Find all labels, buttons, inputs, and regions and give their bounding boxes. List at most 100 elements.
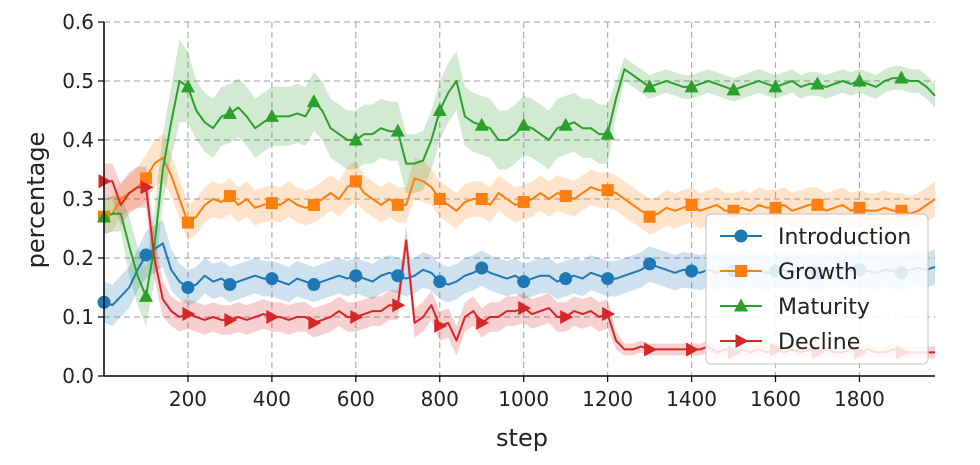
introduction-marker — [349, 269, 363, 283]
introduction-marker — [433, 275, 447, 289]
x-tick-label: 400 — [253, 387, 291, 411]
maturity-marker — [432, 103, 447, 116]
maturity-marker — [180, 79, 195, 93]
maturity-marker — [810, 76, 825, 90]
growth-marker — [811, 198, 824, 211]
maturity-marker — [642, 79, 657, 93]
maturity-marker — [222, 105, 237, 119]
introduction-marker — [559, 272, 573, 286]
y-tick-label: 0.4 — [62, 128, 94, 152]
introduction-marker — [139, 248, 153, 262]
axes — [98, 21, 935, 382]
growth-marker — [349, 175, 362, 188]
decline-marker — [518, 301, 532, 316]
introduction-band — [104, 219, 935, 326]
maturity-marker — [474, 117, 489, 131]
maturity-marker — [558, 117, 573, 131]
legend: Introduction Growth Maturity Decline — [705, 213, 929, 365]
growth-marker — [643, 210, 656, 223]
maturity-marker — [264, 108, 279, 122]
legend-marker-decline — [735, 334, 749, 348]
x-tick-label: 200 — [169, 387, 207, 411]
growth-marker — [853, 201, 866, 214]
maturity-marker — [516, 117, 531, 131]
decline-marker — [644, 342, 658, 357]
legend-marker-maturity — [734, 298, 748, 312]
decline-marker — [560, 310, 574, 324]
decline-marker — [686, 342, 700, 357]
growth-marker — [307, 198, 320, 211]
y-axis-label: percentage — [22, 132, 50, 269]
y-tick-label: 0.0 — [62, 364, 94, 388]
legend-label-growth: Growth — [778, 260, 858, 285]
legend-label-maturity: Maturity — [778, 295, 870, 320]
maturity-marker — [768, 79, 783, 93]
x-axis-label: step — [496, 424, 548, 452]
y-tick-label: 0.2 — [62, 246, 94, 270]
growth-marker — [139, 172, 152, 185]
growth-marker — [517, 195, 530, 208]
introduction-marker — [685, 264, 699, 278]
growth-marker — [391, 198, 404, 211]
decline-marker — [434, 318, 448, 333]
decline-marker — [602, 307, 616, 322]
decline-band — [104, 163, 935, 359]
maturity-marker — [348, 132, 363, 146]
decline-marker — [140, 180, 154, 195]
introduction-marker — [475, 261, 489, 275]
maturity-marker — [390, 123, 405, 137]
tick-labels: 200 400 600 800 1000 1200 1400 1600 1800 0.0 0.1 0.… — [62, 10, 885, 411]
introduction-marker — [643, 257, 657, 271]
maturity-band — [104, 39, 935, 326]
maturity-marker — [852, 73, 867, 87]
growth-marker — [475, 193, 488, 205]
y-tick-label: 0.6 — [62, 10, 94, 34]
growth-marker — [181, 216, 194, 229]
decline-marker — [98, 174, 112, 189]
legend-label-decline: Decline — [778, 330, 860, 355]
y-tick-label: 0.5 — [62, 69, 94, 93]
growth-marker — [601, 184, 614, 197]
introduction-marker — [517, 275, 531, 289]
x-tick-label: 600 — [337, 387, 375, 411]
growth-marker — [769, 201, 782, 214]
decline-marker — [224, 312, 238, 327]
maturity-marker — [600, 126, 615, 140]
decline-marker — [350, 310, 364, 324]
x-tick-label: 1800 — [834, 387, 885, 411]
introduction-marker — [265, 272, 279, 286]
legend-marker-growth — [735, 265, 747, 277]
legend-label-introduction: Introduction — [778, 225, 911, 250]
legend-box — [705, 213, 929, 365]
growth-marker — [685, 198, 698, 211]
decline-marker — [182, 307, 196, 322]
x-tick-label: 1600 — [750, 387, 801, 411]
x-tick-label: 1000 — [498, 387, 549, 411]
decline-marker — [308, 315, 322, 330]
introduction-marker — [391, 269, 405, 283]
maturity-marker — [894, 70, 909, 84]
decline-marker — [266, 310, 280, 324]
maturity-marker — [726, 82, 741, 96]
maturity-marker — [138, 288, 153, 302]
maturity-marker — [306, 94, 321, 108]
growth-marker — [265, 197, 278, 210]
growth-marker — [223, 190, 236, 203]
decline-marker — [392, 298, 406, 313]
y-tick-label: 0.3 — [62, 187, 94, 211]
introduction-marker — [601, 272, 615, 286]
x-tick-label: 800 — [421, 387, 459, 411]
x-tick-label: 1400 — [666, 387, 717, 411]
growth-marker — [559, 190, 572, 203]
introduction-marker — [223, 278, 237, 292]
legend-marker-introduction — [734, 229, 748, 243]
x-tick-label: 1200 — [582, 387, 633, 411]
growth-marker — [433, 193, 446, 205]
introduction-marker — [181, 281, 195, 294]
decline-marker — [476, 315, 490, 330]
maturity-marker — [684, 79, 699, 93]
introduction-marker — [307, 278, 321, 292]
y-tick-label: 0.1 — [62, 305, 94, 329]
